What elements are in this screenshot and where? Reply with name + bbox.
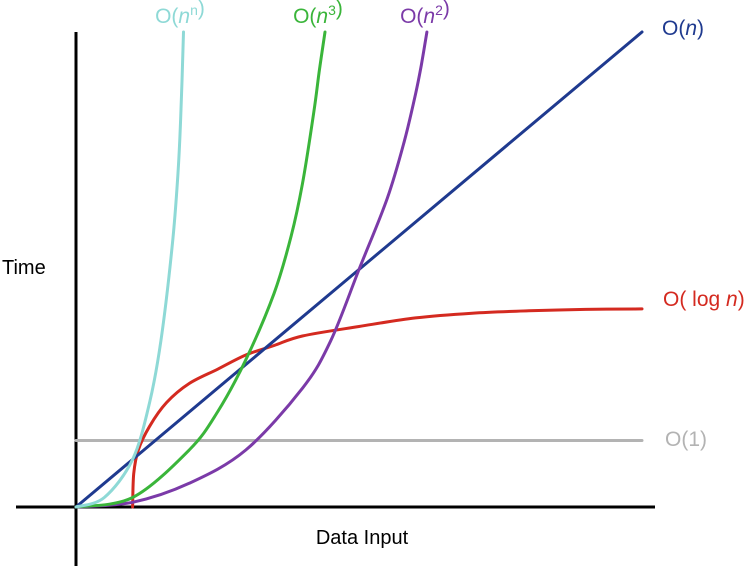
y-axis-label: Time (2, 257, 46, 279)
label-layer: O(1) O( log n) O(n) O(n2) O(n3) O(nn) (155, 0, 745, 451)
series-line-o-n3 (74, 30, 327, 509)
series-label-o-log-n: O( log n) (663, 288, 745, 311)
x-axis-label: Data Input (316, 527, 409, 549)
series-label-o-n2: O(n2) (400, 0, 450, 28)
series-line-o-n2 (74, 30, 429, 509)
series-layer (74, 30, 644, 509)
series-line-o-log-n (131, 307, 644, 509)
series-label-o-n3: O(n3) (293, 0, 343, 28)
series-line-o-nn (74, 30, 185, 509)
series-label-o-1: O(1) (665, 428, 707, 451)
series-label-o-n: O(n) (662, 17, 704, 40)
series-label-o-nn: O(nn) (155, 0, 205, 28)
